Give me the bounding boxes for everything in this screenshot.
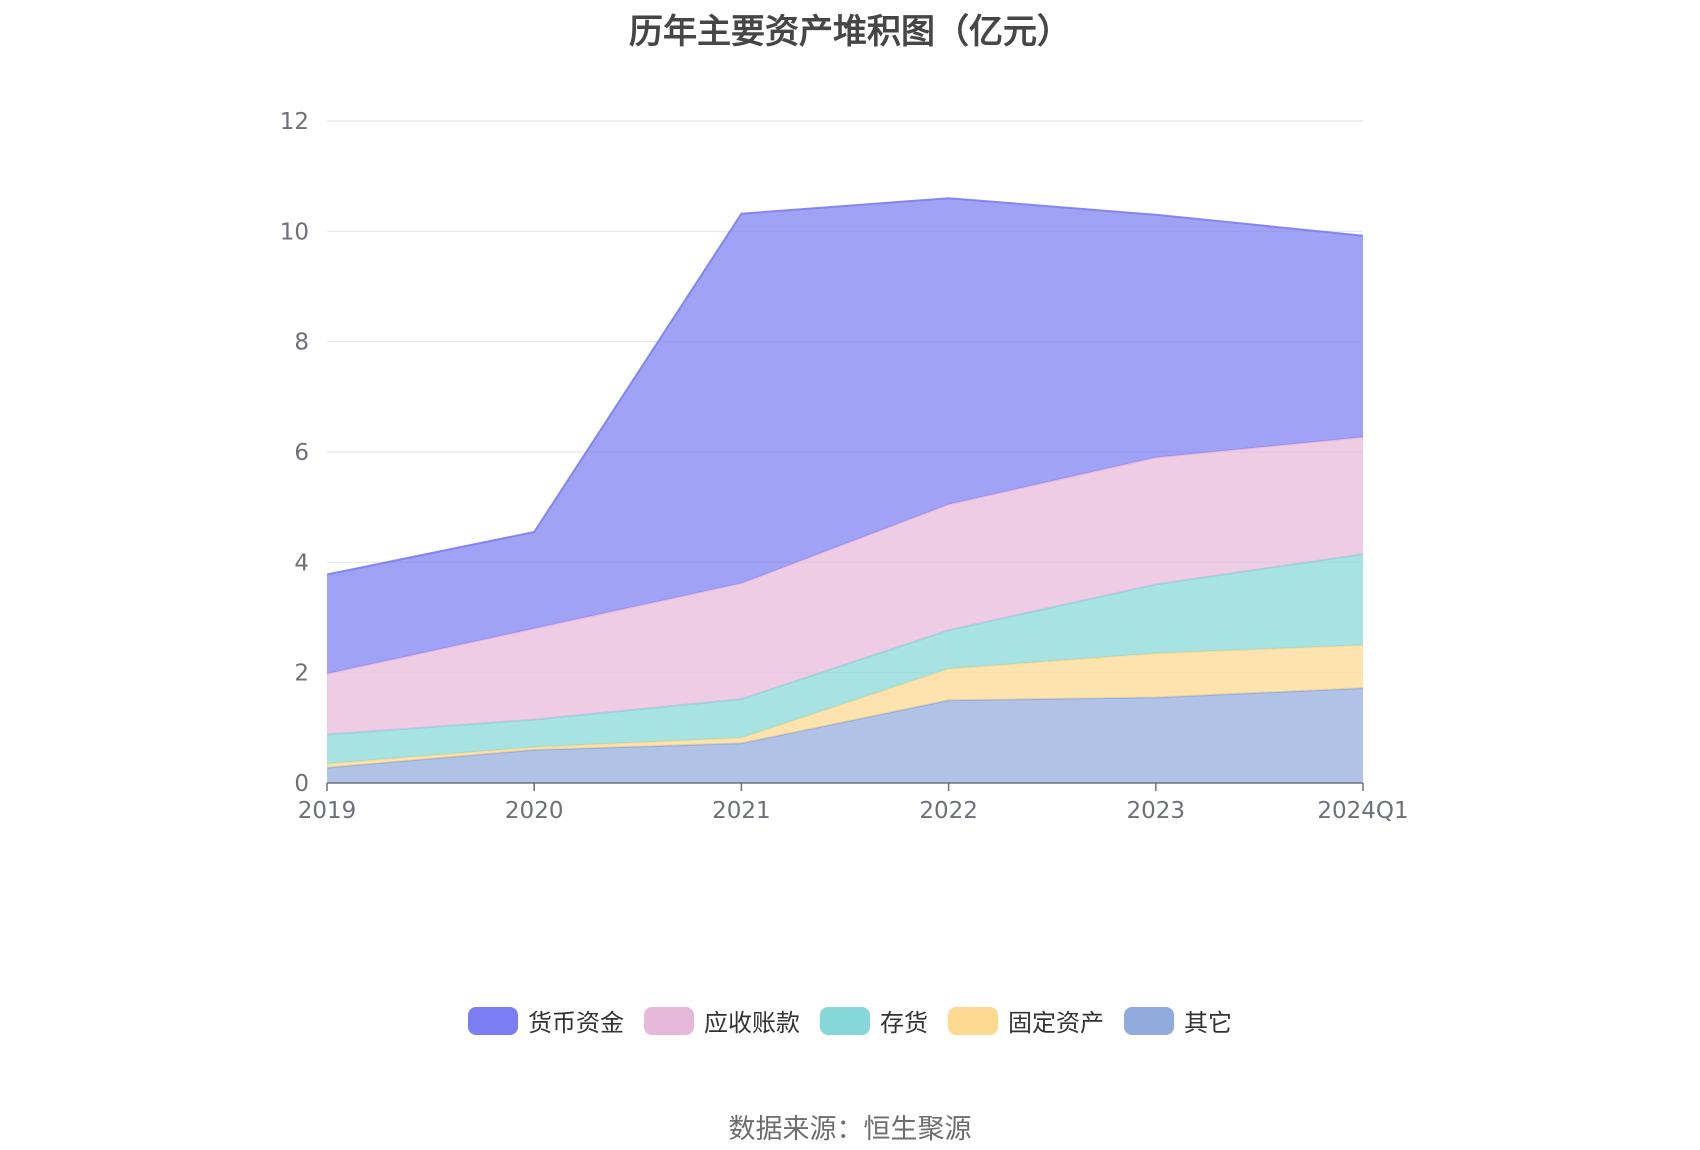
y-tick-label: 10: [280, 219, 309, 245]
legend-swatch: [948, 1006, 998, 1035]
source-note: 数据来源：恒生聚源: [728, 1114, 972, 1145]
legend-label: 应收账款: [704, 1009, 800, 1037]
legend-label: 货币资金: [528, 1009, 624, 1037]
x-tick-label: 2022: [919, 798, 978, 824]
legend-swatch: [820, 1006, 870, 1035]
area-series-3: [327, 437, 1363, 735]
legend-label: 存货: [880, 1009, 928, 1037]
legend-label: 固定资产: [1008, 1009, 1104, 1037]
area-series-1: [327, 645, 1363, 768]
legend-swatch: [644, 1006, 694, 1035]
y-tick-label: 12: [280, 109, 309, 135]
area-series: [326, 197, 1364, 783]
area-series-0: [327, 688, 1363, 783]
x-tick-label: 2020: [505, 798, 564, 824]
y-tick-label: 8: [294, 330, 309, 356]
legend-item[interactable]: 应收账款: [644, 1003, 800, 1038]
y-tick-label: 6: [294, 440, 309, 466]
legend-swatch: [468, 1006, 518, 1035]
y-tick-label: 4: [294, 550, 309, 576]
chart-title: 历年主要资产堆积图（亿元）: [629, 12, 1071, 52]
x-tick-label: 2024Q1: [1317, 798, 1408, 824]
x-tick-label: 2023: [1127, 798, 1186, 824]
legend-item[interactable]: 存货: [820, 1003, 928, 1038]
area-edge-4: [326, 197, 1364, 576]
legend: 货币资金 应收账款 存货 固定资产 其它: [0, 1003, 1700, 1038]
legend-item[interactable]: 固定资产: [948, 1003, 1104, 1038]
legend-item[interactable]: 货币资金: [468, 1003, 624, 1038]
area-series-4: [327, 198, 1363, 674]
x-tick-label: 2021: [712, 798, 771, 824]
y-tick-label: 0: [294, 771, 309, 797]
legend-label: 其它: [1184, 1009, 1232, 1037]
legend-swatch: [1124, 1006, 1174, 1035]
area-series-2: [327, 554, 1363, 764]
axes: 0 2 4 6 8 10 12 2019 2020 2021 2022 2023 2024Q1: [280, 109, 1409, 824]
legend-item[interactable]: 其它: [1124, 1003, 1232, 1038]
x-tick-label: 2019: [298, 798, 357, 824]
y-tick-label: 2: [294, 661, 309, 687]
